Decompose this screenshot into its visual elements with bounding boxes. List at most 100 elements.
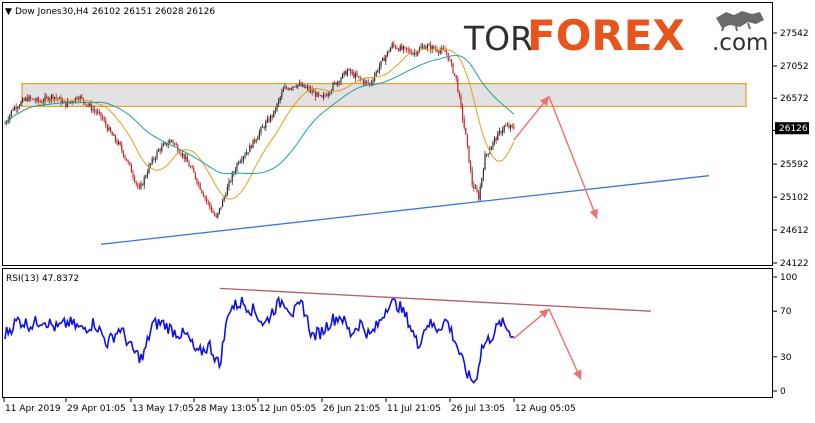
time-tick-label: 12 Aug 05:05 [515, 404, 576, 414]
price-tick-label: 27052 [780, 62, 809, 72]
candle-body [186, 156, 188, 163]
menu-arrow-icon[interactable]: ▼ [5, 7, 12, 17]
candle-body [38, 98, 40, 102]
candle-body [284, 87, 286, 89]
moving-average-fast [4, 48, 515, 200]
candle [423, 43, 425, 50]
candle [102, 114, 104, 121]
candle-body [150, 163, 152, 166]
rsi-tick-label: 100 [780, 273, 797, 283]
candle [428, 43, 430, 46]
candle [498, 127, 500, 136]
candle-body [159, 149, 161, 152]
candle [439, 47, 441, 56]
candle [276, 102, 278, 112]
candle [506, 122, 508, 127]
candle-body [340, 78, 342, 83]
candle-body [377, 71, 379, 72]
candle [494, 135, 496, 146]
candle-body [62, 101, 64, 104]
candle-body [478, 192, 480, 200]
candle [84, 101, 86, 106]
current-price-label: 26126 [779, 124, 808, 134]
candle [474, 184, 476, 189]
candle-body [393, 43, 395, 46]
candle [146, 169, 148, 179]
candle-body [143, 177, 145, 186]
candle [306, 84, 308, 91]
time-tick-label: 28 May 13:05 [195, 404, 257, 414]
candle-body [287, 88, 289, 90]
candle-body [471, 170, 473, 185]
candle-body [314, 91, 316, 97]
candle [190, 164, 192, 169]
candle [39, 99, 41, 104]
time-tick-label: 11 Jul 21:05 [387, 404, 441, 414]
candle-body [238, 162, 240, 164]
candle [502, 126, 504, 137]
candle-body [407, 49, 409, 51]
candle-body [175, 143, 177, 146]
candle-body [215, 215, 217, 218]
candle [65, 101, 67, 110]
candle-body [158, 149, 160, 152]
candle-body [367, 81, 369, 84]
candle [327, 90, 329, 99]
candle [340, 76, 342, 85]
candle [241, 155, 243, 164]
candle-body [146, 172, 148, 177]
candle-body [308, 87, 310, 91]
candle-body [300, 83, 302, 87]
candle [460, 93, 462, 110]
candle-body [108, 127, 110, 131]
candle [406, 47, 408, 54]
candle-body [364, 80, 366, 84]
candle [298, 79, 300, 87]
candle-body [111, 132, 113, 136]
candle-body [383, 58, 385, 62]
candle-body [58, 97, 60, 100]
candle [162, 142, 164, 147]
candle [279, 95, 281, 104]
candle-body [52, 94, 54, 99]
candle [238, 160, 240, 166]
candle-body [334, 82, 336, 84]
candle-body [484, 154, 486, 170]
candle-body [47, 97, 49, 101]
candle-body [492, 141, 494, 147]
price-tick-label: 25592 [780, 160, 809, 170]
candle-body [190, 166, 192, 168]
candle [326, 92, 328, 97]
candle-body [247, 152, 249, 154]
candle [194, 172, 196, 180]
candle-body [430, 44, 432, 51]
candle [218, 208, 220, 215]
candle [34, 97, 36, 104]
candle-body [254, 139, 256, 142]
candle-body [70, 101, 72, 103]
candle-body [386, 51, 388, 56]
candle-body [89, 103, 91, 106]
candle [358, 76, 360, 79]
candle-body [244, 155, 246, 157]
candle-body [322, 95, 324, 98]
candle [202, 191, 204, 197]
candle [486, 153, 488, 157]
candle-body [462, 105, 464, 120]
candle-body [425, 47, 427, 49]
candle-body [206, 197, 208, 201]
candle [38, 96, 40, 105]
candle-body [196, 178, 198, 184]
candle-body [311, 89, 313, 93]
moving-average-slow [4, 54, 515, 175]
candle-body [279, 97, 281, 101]
candle-body [65, 101, 67, 107]
candle-body [252, 139, 254, 149]
candle-body [303, 84, 305, 88]
candle [417, 51, 419, 57]
candle [497, 130, 499, 141]
candle [305, 84, 307, 89]
candle [250, 144, 252, 150]
candle-body [426, 45, 428, 48]
